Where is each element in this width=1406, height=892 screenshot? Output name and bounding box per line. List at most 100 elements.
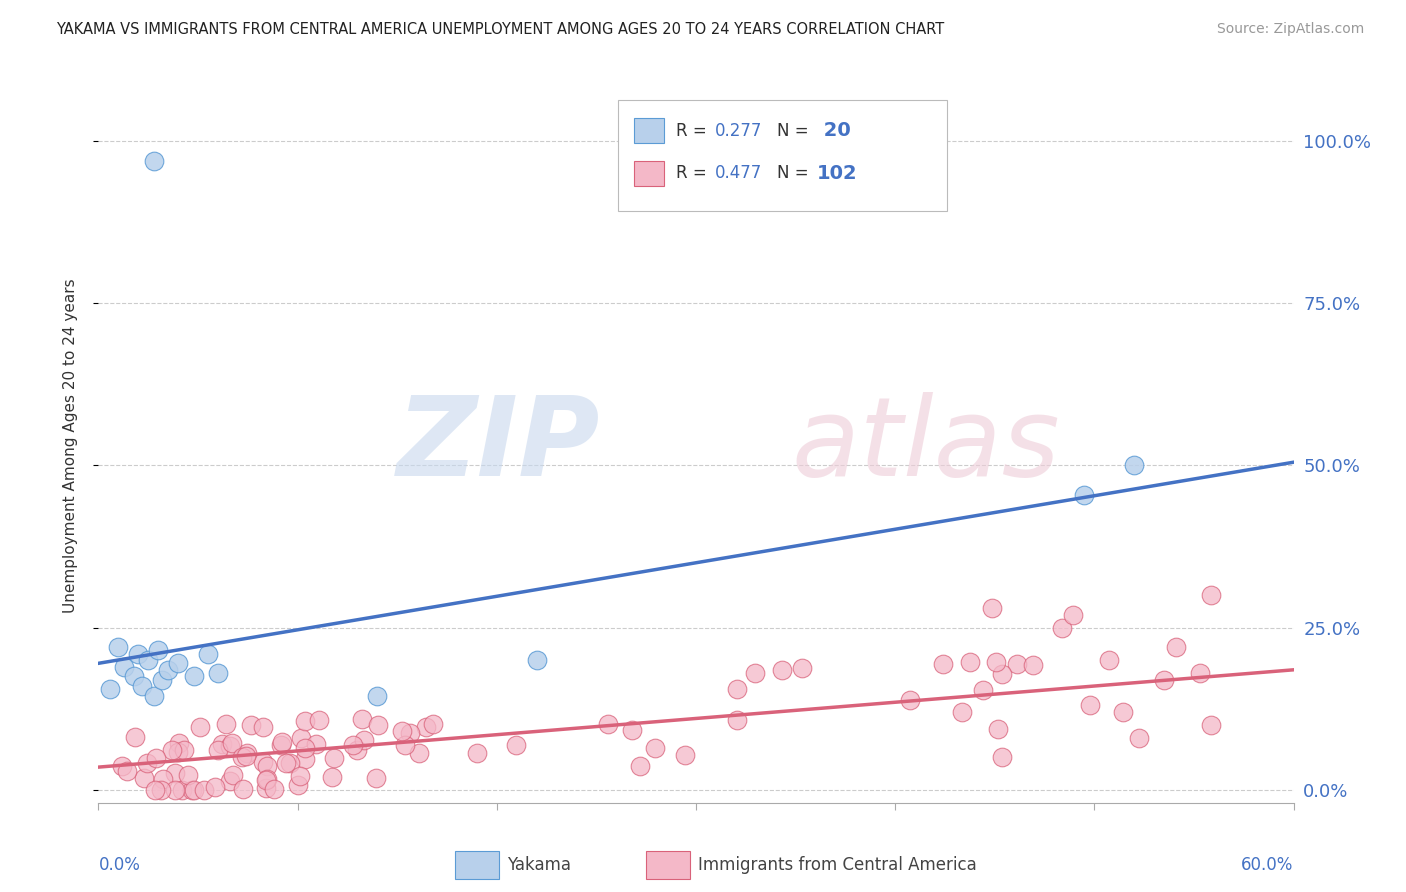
Point [991,666,1014,681]
Point [150,673,173,687]
Point [287,778,309,792]
Point [254,772,277,787]
Point [408,746,430,760]
Point [219,739,242,753]
Point [221,768,243,782]
Point [270,738,292,752]
Text: N =: N = [778,164,814,182]
Text: atlas: atlas [792,392,1060,500]
Point [124,669,146,683]
Point [644,741,666,756]
Point [239,718,262,732]
Point [136,756,159,771]
Text: R =: R = [676,164,711,182]
Point [149,782,172,797]
Point [252,756,274,770]
FancyBboxPatch shape [634,119,664,143]
Text: 0.277: 0.277 [716,121,762,139]
Point [197,647,219,661]
Point [252,720,274,734]
Point [110,758,132,772]
Point [232,782,254,797]
Point [107,640,129,654]
Point [465,746,488,760]
Point [986,655,1008,669]
Point [188,721,211,735]
Text: Source: ZipAtlas.com: Source: ZipAtlas.com [1216,22,1364,37]
Point [1164,640,1187,654]
Point [1022,658,1045,673]
Point [143,689,166,703]
Point [221,736,243,750]
Point [157,663,180,677]
Point [526,653,548,667]
Point [290,731,312,745]
FancyBboxPatch shape [454,851,499,880]
Text: 60.0%: 60.0% [1241,856,1294,874]
Point [366,689,388,703]
Point [214,716,236,731]
Point [1123,458,1146,473]
Point [1062,607,1084,622]
Text: R =: R = [676,121,711,139]
Point [770,663,793,677]
Point [271,735,294,749]
Point [143,153,166,168]
Point [350,712,373,726]
Point [1078,698,1101,712]
Point [173,743,195,757]
Point [183,782,205,797]
Point [725,681,748,696]
Point [124,730,146,744]
Point [399,726,422,740]
Point [160,743,183,757]
Point [163,765,186,780]
Point [415,720,437,734]
Text: 102: 102 [817,164,858,183]
Point [152,772,174,786]
Point [166,745,188,759]
Point [256,759,278,773]
Point [274,756,297,770]
Point [278,756,301,771]
Point [1098,653,1121,667]
Point [959,656,981,670]
Point [898,692,921,706]
Point [422,716,444,731]
Point [181,782,204,797]
Point [1111,705,1133,719]
Text: ZIP: ZIP [396,392,600,500]
Point [952,705,974,719]
Point [321,770,343,784]
Text: Immigrants from Central America: Immigrants from Central America [699,856,977,874]
Point [143,782,166,797]
Point [207,743,229,757]
Point [145,751,167,765]
Text: 0.477: 0.477 [716,164,762,182]
FancyBboxPatch shape [645,851,690,880]
FancyBboxPatch shape [619,100,948,211]
Point [136,653,159,667]
Point [163,782,186,797]
Point [134,771,156,785]
Point [235,749,257,764]
Point [364,771,387,785]
Point [211,737,233,751]
Point [367,718,389,732]
Point [991,750,1014,764]
Point [167,657,190,671]
Point [294,741,316,756]
Text: N =: N = [778,121,814,139]
Point [790,661,813,675]
Point [673,747,696,762]
Point [1153,673,1175,687]
Point [323,751,346,765]
Point [1005,657,1028,671]
Point [115,764,138,778]
Point [207,666,229,681]
Point [177,768,200,782]
Point [112,659,135,673]
Point [100,682,122,697]
Point [172,782,194,797]
Point [394,738,416,752]
